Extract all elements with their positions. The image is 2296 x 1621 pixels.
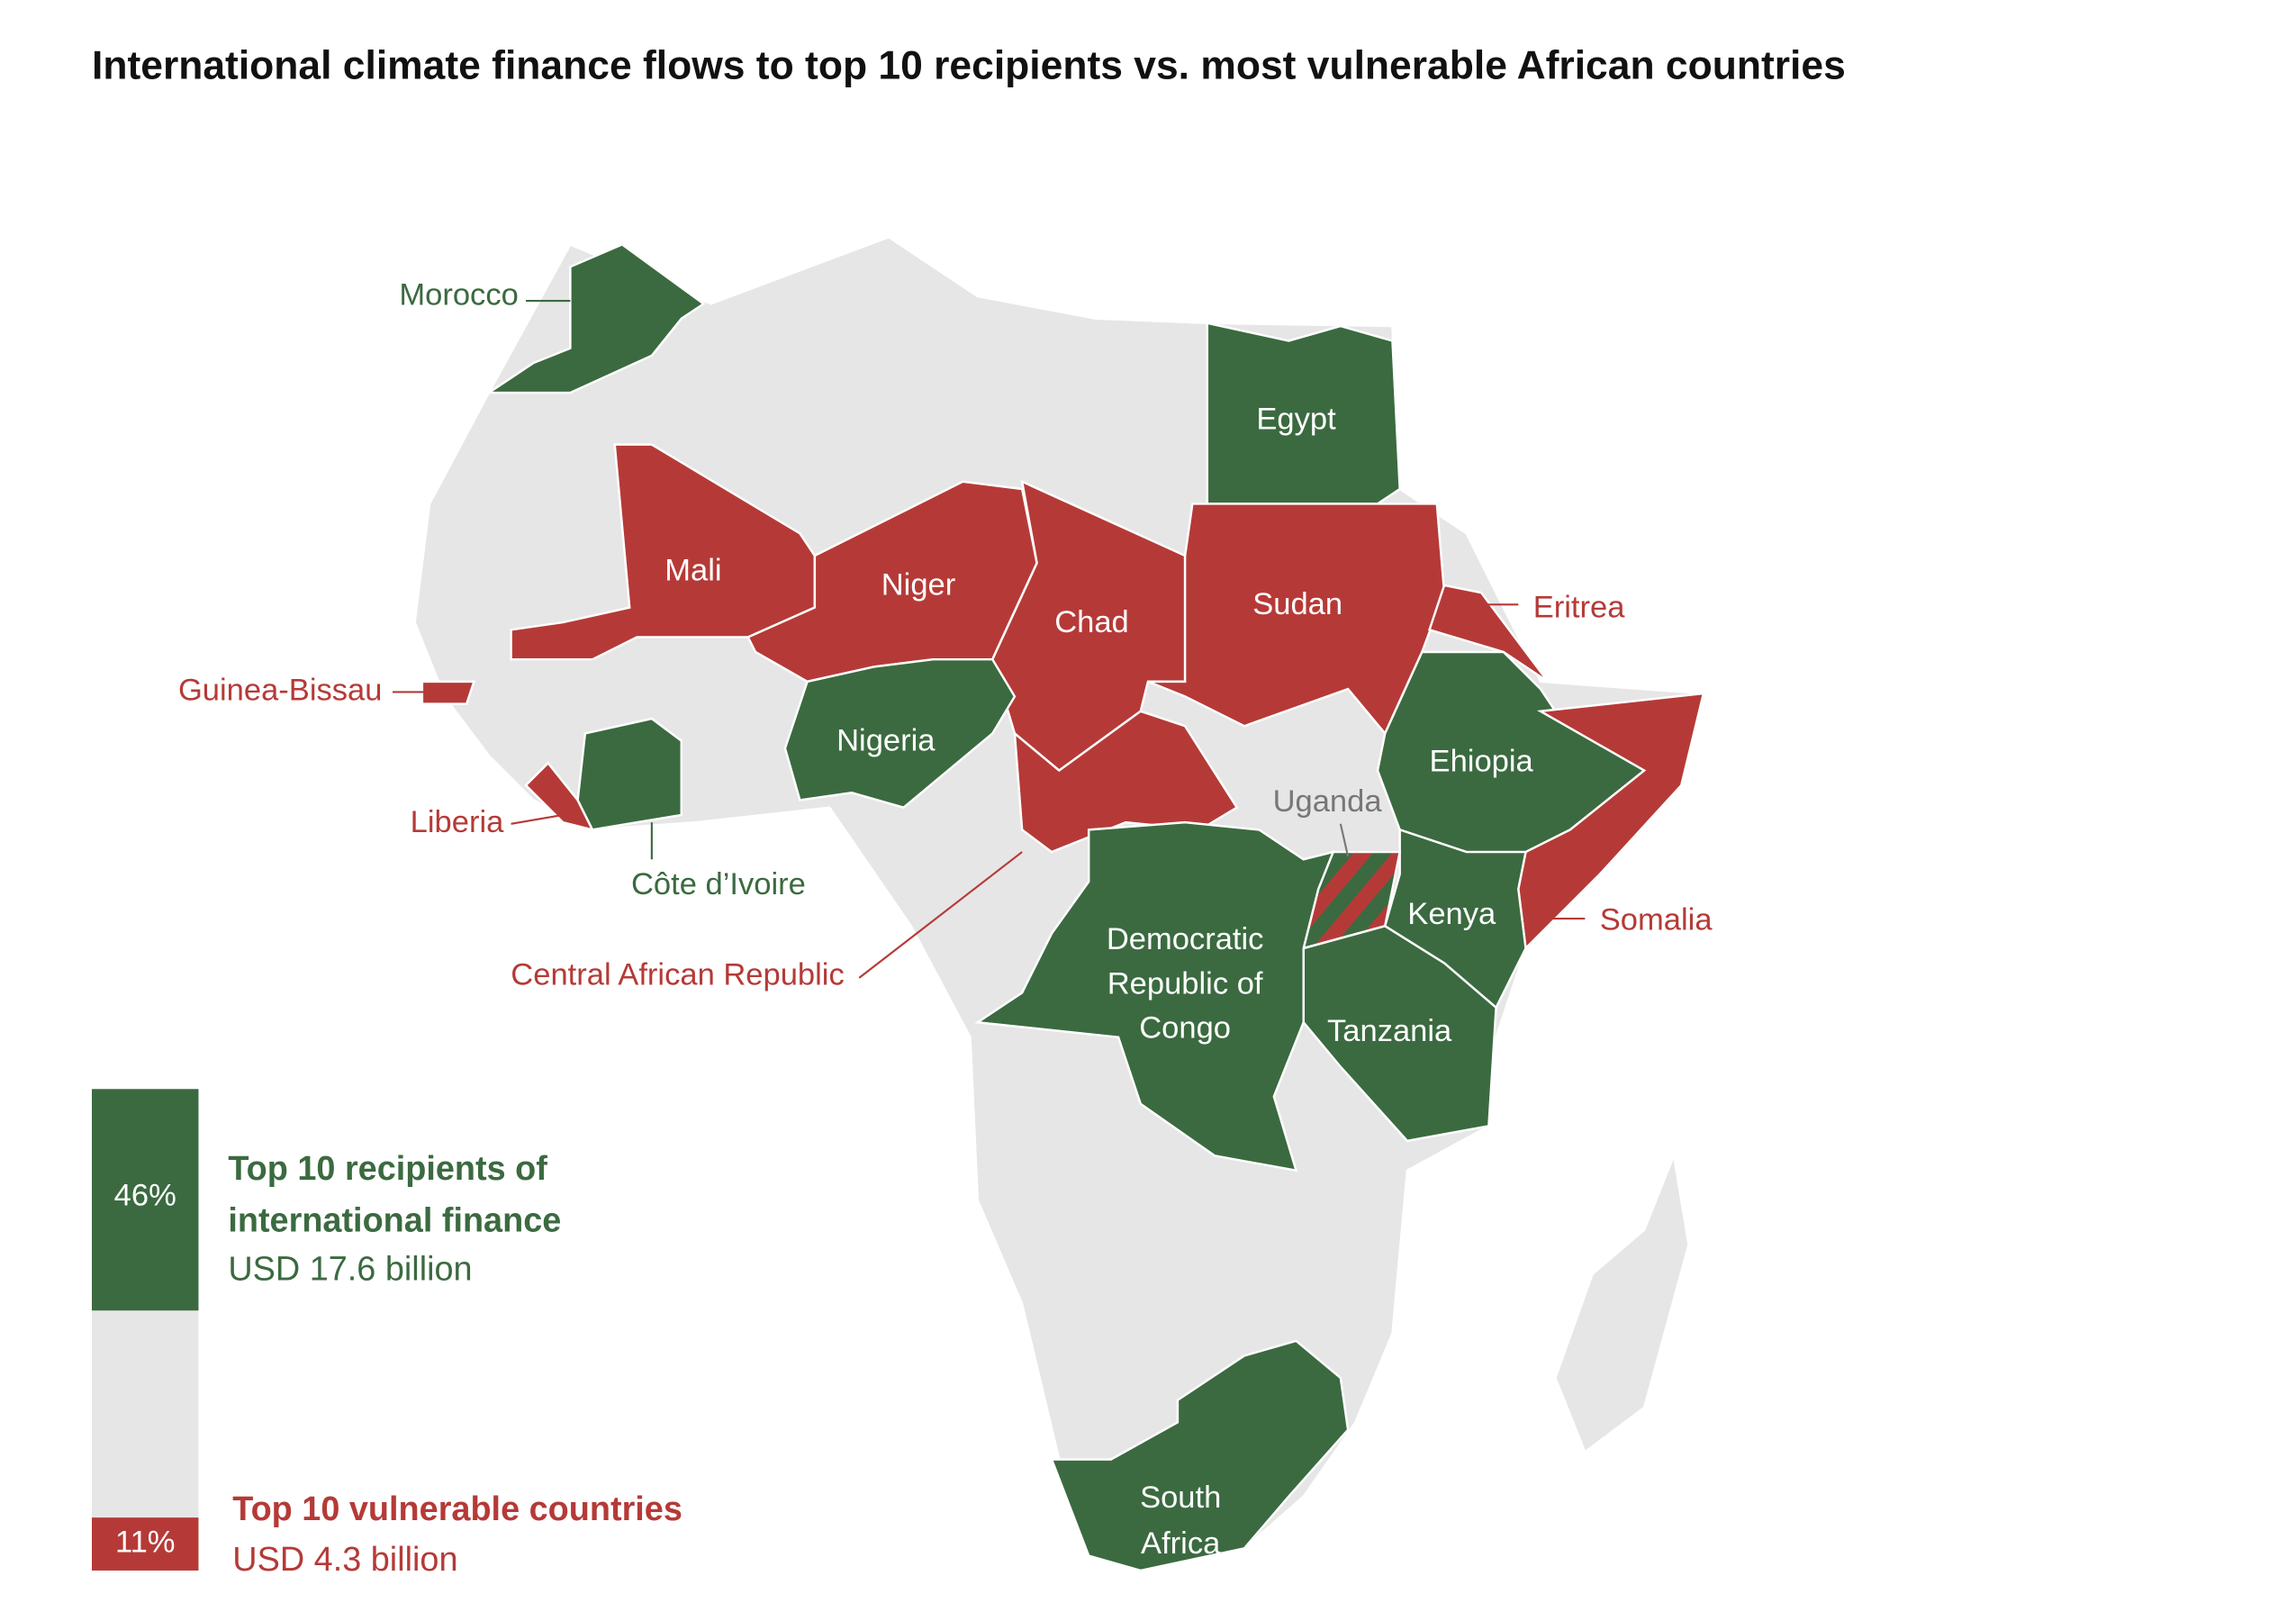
country-label: Uganda xyxy=(1273,784,1383,819)
country-shape xyxy=(974,820,1335,1173)
country-shape xyxy=(1050,1339,1350,1572)
callout: Somalia xyxy=(1540,903,1713,937)
country-shape xyxy=(420,680,476,705)
country-shape xyxy=(1302,924,1497,1143)
legend-amount: USD 4.3 billion xyxy=(232,1541,457,1579)
country-label: Côte d’Ivoire xyxy=(631,867,806,901)
country-label: Africa xyxy=(1141,1526,1221,1561)
country-label: Egypt xyxy=(1256,402,1336,436)
country-label: South xyxy=(1140,1481,1221,1515)
country-label: Tanzania xyxy=(1327,1014,1452,1048)
legend-percent: 46% xyxy=(114,1179,176,1213)
country-shape xyxy=(1147,503,1446,736)
country-label: Eritrea xyxy=(1533,590,1626,624)
country-label: Democratic xyxy=(1107,922,1264,956)
country-label: Mali xyxy=(664,553,721,587)
country-label: Niger xyxy=(881,568,956,602)
country-shape xyxy=(484,243,706,394)
country-shape xyxy=(510,443,817,661)
country-label: Congo xyxy=(1139,1011,1231,1046)
callout: Liberia xyxy=(411,805,564,839)
country-shape xyxy=(1013,710,1239,854)
callout: Eritrea xyxy=(1481,590,1625,624)
legend-percent: 11% xyxy=(115,1526,176,1560)
country-label: Guinea-Bissau xyxy=(178,674,383,708)
legend-bar-segment xyxy=(92,1517,199,1571)
callout: Central African Republic xyxy=(511,851,1023,992)
country-shape xyxy=(783,657,1017,810)
country-label: Kenya xyxy=(1407,897,1496,931)
country-label: Nigeria xyxy=(836,723,936,757)
country-label: Sudan xyxy=(1252,587,1342,621)
callout: Guinea-Bissau xyxy=(178,674,427,708)
country-label: Ehiopia xyxy=(1430,744,1534,778)
legend-title: Top 10 vulnerable countries xyxy=(232,1490,682,1528)
country-label: Morocco xyxy=(399,277,518,312)
country-shape xyxy=(576,717,683,831)
callout: Côte d’Ivoire xyxy=(631,822,806,901)
country-shape xyxy=(1383,828,1528,1010)
legend-title: Top 10 recipients of xyxy=(228,1150,547,1188)
legend-amount: USD 17.6 billion xyxy=(228,1251,472,1289)
country-label: Republic of xyxy=(1107,966,1263,1001)
madagascar xyxy=(1554,1151,1690,1454)
callout: Uganda xyxy=(1273,784,1383,857)
legend: 46% Top 10 recipients of international fin… xyxy=(92,1089,682,1579)
callout: Morocco xyxy=(399,277,571,312)
country-shape xyxy=(1428,584,1550,683)
country-label: Somalia xyxy=(1600,903,1713,937)
title: International climate finance flows to t… xyxy=(92,44,1846,88)
legend-bar-segment xyxy=(92,1089,199,1311)
country-label: Central African Republic xyxy=(511,957,844,992)
country-label: Chad xyxy=(1054,605,1129,639)
legend-title: international finance xyxy=(228,1201,561,1239)
country-label: Liberia xyxy=(411,805,504,839)
